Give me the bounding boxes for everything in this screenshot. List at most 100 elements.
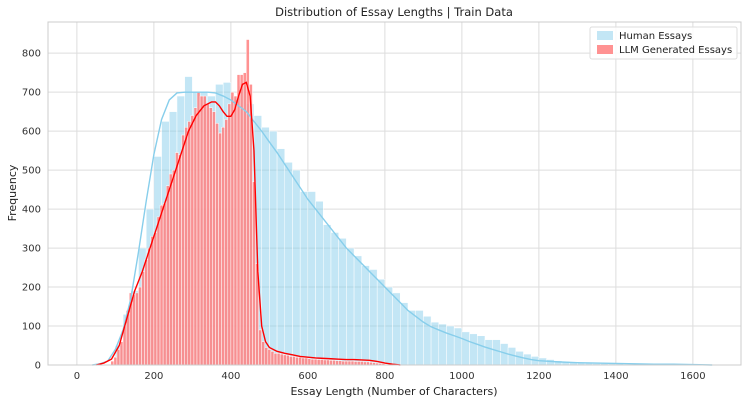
llm-essays-bar <box>286 355 290 366</box>
llm-essays-bar <box>242 72 247 366</box>
llm-essays-bar <box>258 329 262 366</box>
llm-essays-bar <box>224 119 229 366</box>
llm-essays-bar <box>215 123 219 366</box>
y-tick-label: 0 <box>35 361 41 372</box>
human-essays-bar <box>376 279 386 366</box>
human-essays-bar <box>492 339 501 366</box>
x-tick-label: 1000 <box>449 371 474 382</box>
x-tick-label: 0 <box>74 371 80 382</box>
llm-essays-bar <box>359 361 364 366</box>
llm-essays-bar <box>205 103 210 366</box>
human-essays-bar <box>284 162 293 366</box>
x-tick-label: 1400 <box>603 371 628 382</box>
x-axis-ticks: 0 200 400 600 800 1000 1200 1400 1600 <box>74 371 706 382</box>
human-essays-bar <box>384 286 393 366</box>
llm-essays-bar <box>289 356 293 366</box>
llm-essays-bar <box>138 286 142 366</box>
y-tick-label: 600 <box>22 127 41 138</box>
llm-essays-bar <box>110 360 115 366</box>
y-tick-label: 300 <box>22 244 41 255</box>
llm-essays-bar <box>119 341 124 366</box>
llm-essays-bar <box>261 341 266 366</box>
llm-essays-bar <box>279 353 284 366</box>
human-essays-bar <box>469 333 478 366</box>
llm-essays-bar <box>319 359 324 366</box>
y-axis-label: Frequency <box>6 164 19 221</box>
llm-essays-bar <box>310 358 315 366</box>
llm-essays-bar <box>298 356 302 366</box>
llm-essays-bar <box>335 360 339 366</box>
llm-essays-bar <box>295 356 299 366</box>
llm-essays-bar <box>144 259 148 366</box>
llm-essays-bar <box>132 294 136 366</box>
legend: Human Essays LLM Generated Essays <box>589 26 738 60</box>
human-essays-bar <box>453 327 463 366</box>
llm-essays-bar <box>301 357 306 366</box>
y-axis-ticks: 0 100 200 300 400 500 600 700 800 <box>22 49 41 372</box>
llm-essays-bar <box>282 354 287 366</box>
human-essays-bar <box>338 238 347 366</box>
llm-essays-bar <box>292 356 296 366</box>
llm-essays-bar <box>329 360 333 366</box>
llm-essays-bar <box>218 132 222 366</box>
llm-essays-bar <box>116 349 121 366</box>
y-tick-label: 700 <box>22 88 41 99</box>
x-tick-label: 200 <box>144 371 163 382</box>
human-essays-bar <box>269 130 278 366</box>
plot-frame <box>47 21 742 366</box>
legend-label-llm: LLM Generated Essays <box>619 45 732 56</box>
llm-essays-bar <box>202 95 207 366</box>
legend-box <box>589 26 738 60</box>
x-tick-label: 400 <box>221 371 240 382</box>
llm-essays-bar <box>172 169 176 366</box>
human-essays-bar <box>276 148 286 366</box>
human-essays-bar <box>353 255 363 366</box>
llm-essays-bar <box>270 351 275 366</box>
llm-essays-bar <box>184 126 189 366</box>
human-essays-bar <box>330 232 339 366</box>
llm-essays-bar <box>332 360 336 366</box>
legend-swatch-human <box>597 31 613 40</box>
llm-essays-kde-line <box>95 81 401 366</box>
llm-essays-bar <box>307 358 312 366</box>
llm-essays-bar <box>344 360 349 366</box>
llm-essays-bar <box>169 173 173 366</box>
llm-essays-bar <box>323 359 327 366</box>
llm-essays-bar <box>193 107 198 366</box>
llm-essays-bar <box>141 271 145 366</box>
x-tick-label: 1600 <box>680 371 705 382</box>
llm-essays-bar <box>175 152 179 366</box>
y-tick-label: 400 <box>22 205 41 216</box>
y-tick-label: 200 <box>22 283 41 294</box>
llm-essays-bar <box>316 359 321 366</box>
human-essays-bar <box>461 331 470 366</box>
llm-essays-bar <box>178 154 182 366</box>
llm-essays-bar <box>338 360 343 366</box>
human-essays-bar <box>477 335 486 366</box>
llm-essays-bar <box>230 91 235 366</box>
human-essays-kde-line <box>92 91 713 366</box>
llm-essays-bar <box>199 95 204 366</box>
human-essays-bar <box>361 265 370 366</box>
human-essays-bar <box>346 247 355 366</box>
llm-essays-bar <box>326 359 330 366</box>
llm-essays-bar <box>165 185 170 366</box>
human-essays-bar <box>484 339 493 366</box>
llm-essays-bar <box>227 103 232 366</box>
llm-essays-bar <box>162 202 167 366</box>
x-axis-label: Essay Length (Number of Characters) <box>290 385 497 398</box>
x-tick-label: 800 <box>375 371 394 382</box>
llm-essays-bar <box>147 247 152 366</box>
legend-swatch-llm <box>597 45 613 54</box>
llm-essays-bar <box>236 74 241 366</box>
human-essays-bar <box>315 201 324 366</box>
human-essays-bar <box>400 302 409 366</box>
human-essays-bar <box>407 310 416 366</box>
llm-essays-bar <box>276 353 281 366</box>
y-tick-label: 100 <box>22 322 41 333</box>
llm-essays-bar <box>187 121 192 366</box>
llm-essays-bar <box>209 107 213 366</box>
human-essays-bar <box>323 224 332 366</box>
llm-essays-bar <box>356 361 361 366</box>
